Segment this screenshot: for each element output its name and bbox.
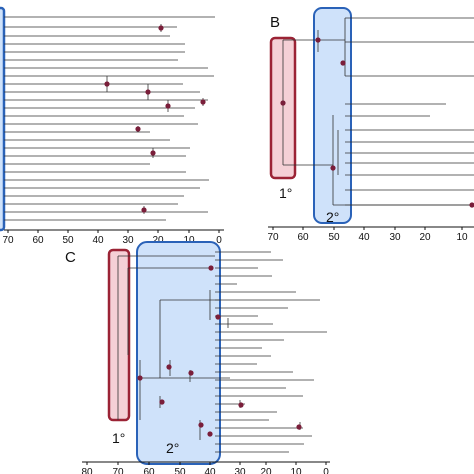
tick-label: 70 <box>267 232 279 243</box>
node-dot <box>215 314 221 320</box>
tick-label: 50 <box>174 467 186 474</box>
panel-a-ticks: 70 60 50 40 30 20 10 0 <box>2 230 222 246</box>
tick-label: 20 <box>419 232 431 243</box>
node-dot <box>208 265 214 271</box>
panel-b-ticks: 70 60 50 40 30 20 10 <box>267 227 468 243</box>
node-dot <box>200 99 206 105</box>
tick-label: 60 <box>297 232 309 243</box>
node-dot <box>158 25 164 31</box>
node-dot <box>469 202 474 208</box>
node-dot <box>165 103 171 109</box>
node-dot <box>198 422 204 428</box>
node-dot <box>137 375 143 381</box>
panel-c-label: C <box>65 249 76 266</box>
panel-b-secondary-label: 2° <box>326 209 339 225</box>
panel-c-primary-label: 1° <box>112 430 125 446</box>
tick-label: 20 <box>260 467 272 474</box>
panel-c-secondary-label: 2° <box>166 440 179 456</box>
panel-b-primary-label: 1° <box>279 185 292 201</box>
node-dot <box>330 165 336 171</box>
panel-a-secondary-box <box>0 6 6 232</box>
tick-label: 10 <box>290 467 302 474</box>
node-dot <box>145 89 151 95</box>
panel-b-label: B <box>270 14 280 31</box>
node-dot <box>188 370 194 376</box>
node-dot <box>280 100 286 106</box>
panel-a: 70 60 50 40 30 20 10 0 <box>0 6 224 246</box>
tick-label: 40 <box>204 467 216 474</box>
node-dot <box>296 424 302 430</box>
node-dot <box>238 402 244 408</box>
tick-label: 0 <box>323 467 329 474</box>
tick-label: 70 <box>112 467 124 474</box>
panel-b-tree <box>280 17 474 208</box>
tick-label: 30 <box>122 235 134 246</box>
tick-label: 70 <box>2 235 14 246</box>
panel-c-primary-box <box>107 248 131 422</box>
node-dot <box>207 431 213 437</box>
tick-label: 50 <box>328 232 340 243</box>
panel-b: B 1° 2° 70 60 50 40 30 20 10 <box>267 7 474 243</box>
tick-label: 40 <box>92 235 104 246</box>
tick-label: 30 <box>234 467 246 474</box>
tick-label: 50 <box>62 235 74 246</box>
tick-label: 10 <box>456 232 468 243</box>
panel-c-ticks: 80 70 60 50 40 30 20 10 0 <box>81 462 329 474</box>
tick-label: 40 <box>358 232 370 243</box>
panel-c-tree <box>117 251 327 453</box>
node-dot <box>135 126 141 132</box>
tick-label: 30 <box>389 232 401 243</box>
node-dot <box>315 37 321 43</box>
node-dot <box>340 60 346 66</box>
tick-label: 10 <box>183 235 195 246</box>
tick-label: 0 <box>216 235 222 246</box>
node-dot <box>159 399 165 405</box>
tick-label: 60 <box>143 467 155 474</box>
tick-label: 80 <box>81 467 93 474</box>
node-dot <box>104 81 110 87</box>
tick-label: 20 <box>152 235 164 246</box>
panel-a-tree <box>4 16 215 221</box>
node-dot <box>166 364 172 370</box>
panel-c-secondary-box <box>136 241 221 465</box>
node-dot <box>150 150 156 156</box>
tick-label: 60 <box>32 235 44 246</box>
panel-c: C 1° 2° 80 70 60 50 40 30 20 10 0 <box>65 241 330 474</box>
node-dot <box>141 207 147 213</box>
